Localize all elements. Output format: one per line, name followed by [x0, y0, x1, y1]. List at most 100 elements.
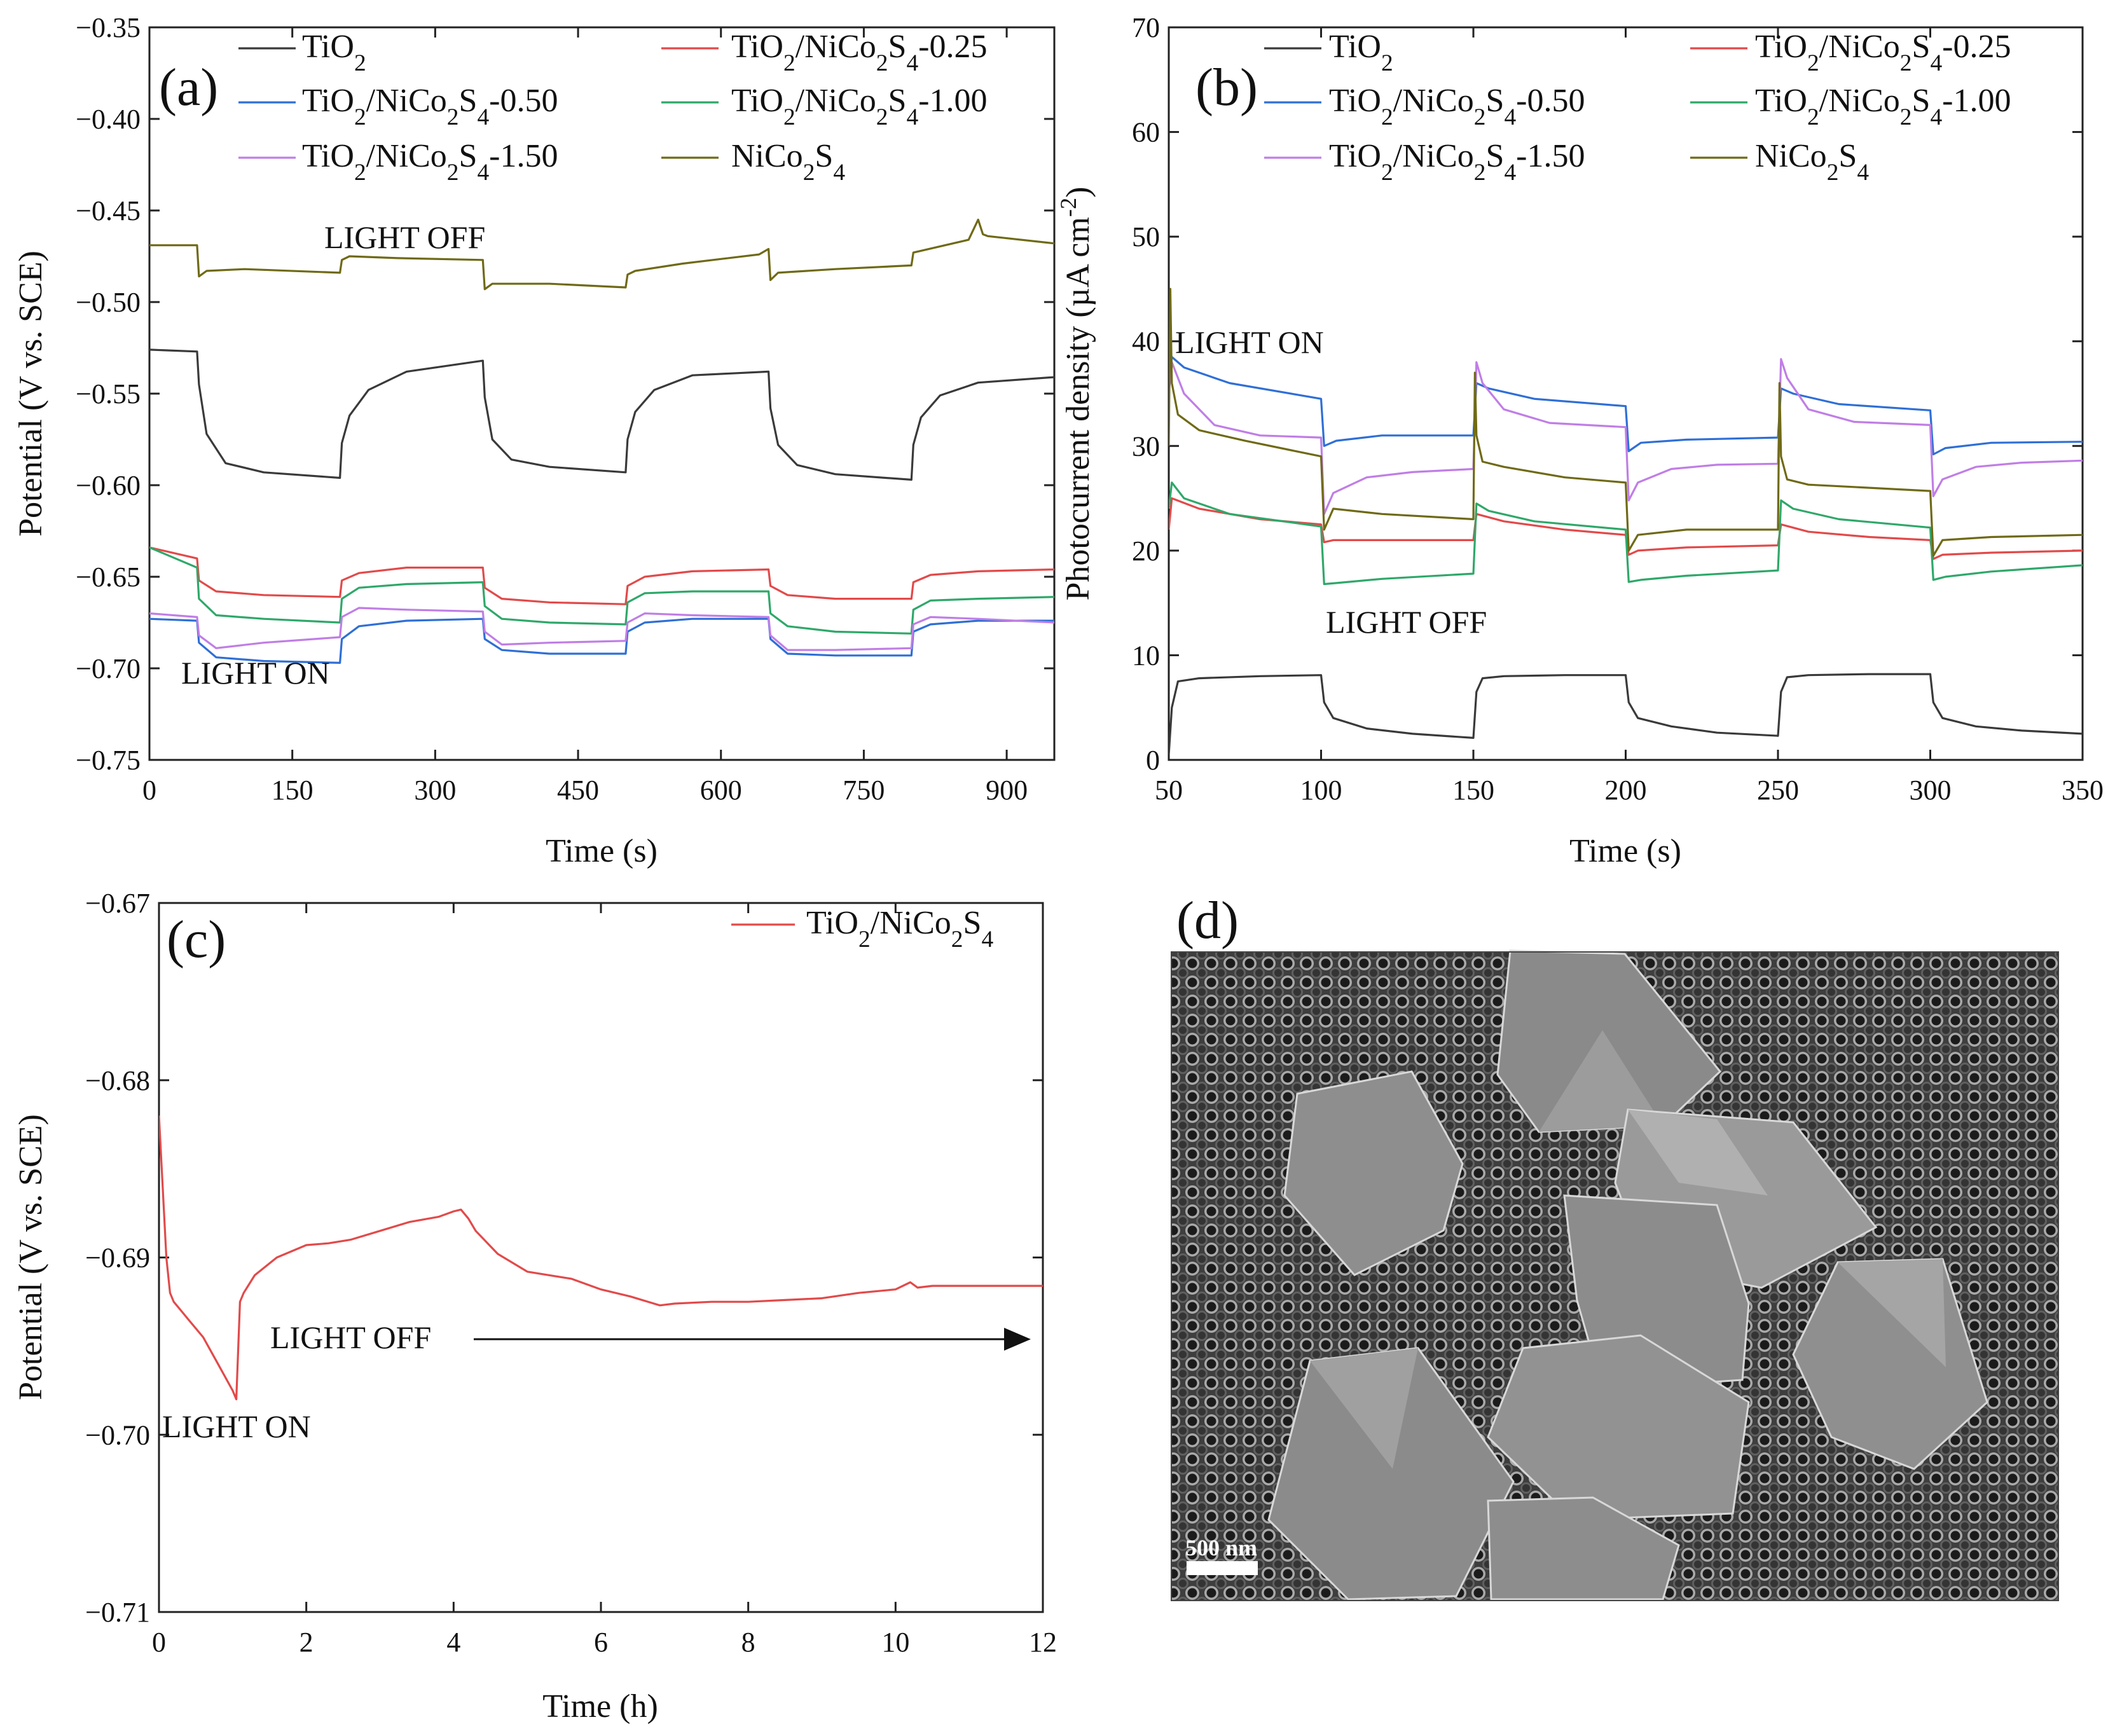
y-axis-label: Potential (V vs. SCE): [13, 1114, 49, 1400]
panel-a-chart: 0 150 300 450 600 750 900 −0.75 −0.70 −0.65 −0.60 −…: [13, 12, 1056, 869]
y-tick-label: −0.69: [85, 1243, 150, 1274]
legend-entry: TiO2/NiCo2S4-1.00: [731, 83, 987, 130]
x-tick-label: 750: [843, 775, 885, 806]
y-tick-label: 20: [1132, 535, 1160, 567]
x-tick-label: 8: [741, 1627, 755, 1658]
x-tick-label: 0: [142, 775, 156, 806]
panel-label: (a): [159, 58, 218, 117]
x-tick-label: 900: [986, 775, 1028, 806]
series-line-nico2s4: [1169, 287, 2083, 557]
series-line-tio2-nico2s4-1-00: [1169, 481, 2083, 586]
panel-d-sem-image: (d) 500 nm: [1171, 891, 2059, 1601]
panel-b-chart: 50 100 150 200 250 300 350 0 10 20 30 40 50 60 70 Time …: [1056, 12, 2104, 869]
x-axis-label: Time (h): [542, 1688, 658, 1725]
annotation: LIGHT OFF: [324, 219, 485, 255]
x-tick-label: 2: [300, 1627, 313, 1658]
legend-entry: TiO2/NiCo2S4-1.50: [302, 138, 558, 186]
legend-entry: TiO2/NiCo2S4-1.50: [1329, 138, 1585, 186]
series-line-tio2-nico2s4-0-25: [149, 546, 1054, 605]
x-tick-label: 4: [446, 1627, 460, 1658]
annotation: LIGHT OFF: [1326, 604, 1487, 640]
legend-entry: TiO2/NiCo2S4-0.50: [1329, 83, 1585, 130]
x-tick-label: 350: [2062, 775, 2104, 806]
legend-entry: TiO2/NiCo2S4-0.50: [302, 83, 558, 130]
series-group: [159, 1115, 1043, 1401]
y-tick-label: −0.60: [76, 470, 141, 501]
x-tick-label: 150: [272, 775, 313, 806]
y-tick-label: −0.50: [76, 287, 141, 318]
x-tick-label: 300: [1910, 775, 1952, 806]
y-tick-label: −0.40: [76, 104, 141, 135]
legend: TiO2 TiO2/NiCo2S4-0.25 TiO2/NiCo2S4-0.50 Ti…: [238, 29, 987, 186]
y-axis-label: Potential (V vs. SCE): [13, 251, 49, 537]
plot-frame: [148, 26, 1056, 761]
x-tick-label: 10: [881, 1627, 909, 1658]
y-tick-label: −0.45: [76, 195, 141, 226]
y-tick-label: 40: [1132, 326, 1160, 357]
y-tick-label: −0.68: [85, 1065, 150, 1096]
y-tick-label: −0.67: [85, 888, 150, 919]
panel-c-chart: 0 2 4 6 8 10 12 −0.71 −0.70 −0.69 −0.68 −0.67 Time (…: [13, 888, 1057, 1725]
series-line-tio2: [149, 348, 1054, 481]
plot-frame: [1168, 26, 2084, 761]
y-tick-label: −0.75: [76, 745, 141, 776]
legend-entry: TiO2/NiCo2S4: [806, 905, 993, 953]
x-tick-label: 50: [1155, 775, 1183, 806]
y-tick-label: −0.71: [85, 1597, 150, 1628]
x-tick-label: 12: [1029, 1627, 1057, 1658]
annotation: LIGHT ON: [181, 655, 330, 691]
annotation: LIGHT ON: [162, 1409, 311, 1444]
series-line-nico2s4: [149, 218, 1054, 291]
y-tick-label: −0.65: [76, 561, 141, 593]
x-tick-label: 6: [594, 1627, 608, 1658]
legend-entry: TiO2: [1329, 29, 1393, 76]
x-tick-label: 250: [1757, 775, 1799, 806]
series-group: [149, 218, 1054, 664]
x-tick-label: 200: [1605, 775, 1647, 806]
legend-entry: TiO2/NiCo2S4-0.25: [731, 29, 987, 76]
series-line-tio2-nico2s4: [159, 1115, 1043, 1401]
scalebar-label: 500 nm: [1185, 1535, 1257, 1560]
y-tick-label: −0.70: [76, 653, 141, 684]
series-line-tio2: [1169, 673, 2083, 755]
legend-entry: TiO2: [302, 29, 366, 76]
sem-frame: [1171, 951, 2059, 1601]
annotation: LIGHT OFF: [270, 1319, 431, 1355]
y-tick-label: 70: [1132, 12, 1160, 43]
x-tick-label: 600: [700, 775, 742, 806]
y-tick-label: −0.70: [85, 1419, 150, 1450]
x-axis-label: Time (s): [546, 833, 658, 869]
series-line-tio2-nico2s4-1-50: [1169, 358, 2083, 515]
series-line-tio2-nico2s4-0-50: [149, 617, 1054, 664]
x-axis-label: Time (s): [1569, 833, 1681, 869]
series-line-tio2-nico2s4-1-50: [149, 607, 1054, 651]
y-tick-label: 50: [1132, 221, 1160, 252]
y-axis-label: Photocurrent density (µA cm-2): [1056, 187, 1096, 601]
y-tick-label: 60: [1132, 117, 1160, 148]
y-tick-label: 0: [1146, 745, 1160, 776]
legend-entry: NiCo2S4: [1755, 138, 1869, 186]
panel-label: (b): [1195, 58, 1258, 117]
x-tick-label: 300: [414, 775, 456, 806]
x-tick-label: 100: [1300, 775, 1342, 806]
panel-d-label: (d): [1176, 891, 1239, 950]
legend-entry: TiO2/NiCo2S4-0.25: [1755, 29, 2011, 76]
annotation: LIGHT ON: [1175, 324, 1324, 360]
scalebar: 500 nm: [1185, 1535, 1258, 1575]
y-tick-label: −0.35: [76, 12, 141, 43]
legend: TiO2/NiCo2S4: [731, 905, 993, 953]
x-tick-label: 450: [557, 775, 599, 806]
y-tick-label: −0.55: [76, 378, 141, 410]
legend-entry: NiCo2S4: [731, 138, 845, 186]
y-tick-label: 30: [1132, 431, 1160, 462]
series-group: [1169, 287, 2083, 755]
y-tick-label: 10: [1132, 640, 1160, 671]
crystal-octahedra: [1267, 949, 1988, 1601]
plot-frame: [158, 902, 1044, 1613]
series-line-tio2-nico2s4-1-00: [149, 546, 1054, 635]
series-line-tio2-nico2s4-0-50: [1169, 355, 2083, 456]
x-tick-label: 0: [152, 1627, 166, 1658]
panel-label: (c): [167, 910, 226, 969]
legend: TiO2 TiO2/NiCo2S4-0.25 TiO2/NiCo2S4-0.50 Ti…: [1264, 29, 2011, 186]
